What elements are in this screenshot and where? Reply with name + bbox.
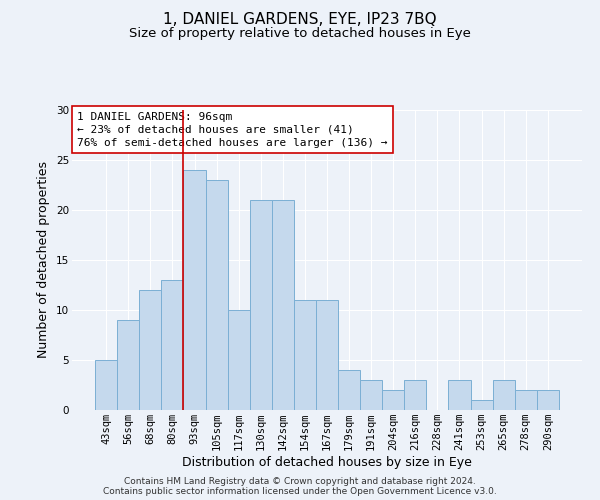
Bar	[382, 390, 404, 410]
Bar	[184, 170, 206, 410]
Bar	[117, 320, 139, 410]
Bar	[404, 380, 427, 410]
Bar	[294, 300, 316, 410]
Text: Contains HM Land Registry data © Crown copyright and database right 2024.: Contains HM Land Registry data © Crown c…	[124, 476, 476, 486]
Bar	[250, 200, 272, 410]
Bar	[338, 370, 360, 410]
Text: Contains public sector information licensed under the Open Government Licence v3: Contains public sector information licen…	[103, 486, 497, 496]
Bar	[360, 380, 382, 410]
Bar	[206, 180, 227, 410]
Bar	[493, 380, 515, 410]
Text: 1, DANIEL GARDENS, EYE, IP23 7BQ: 1, DANIEL GARDENS, EYE, IP23 7BQ	[163, 12, 437, 28]
Bar	[161, 280, 184, 410]
Bar	[227, 310, 250, 410]
Text: Size of property relative to detached houses in Eye: Size of property relative to detached ho…	[129, 28, 471, 40]
Bar	[139, 290, 161, 410]
Bar	[470, 400, 493, 410]
Y-axis label: Number of detached properties: Number of detached properties	[37, 162, 50, 358]
Bar	[95, 360, 117, 410]
Bar	[316, 300, 338, 410]
Text: 1 DANIEL GARDENS: 96sqm
← 23% of detached houses are smaller (41)
76% of semi-de: 1 DANIEL GARDENS: 96sqm ← 23% of detache…	[77, 112, 388, 148]
Bar	[537, 390, 559, 410]
Bar	[448, 380, 470, 410]
X-axis label: Distribution of detached houses by size in Eye: Distribution of detached houses by size …	[182, 456, 472, 469]
Bar	[272, 200, 294, 410]
Bar	[515, 390, 537, 410]
